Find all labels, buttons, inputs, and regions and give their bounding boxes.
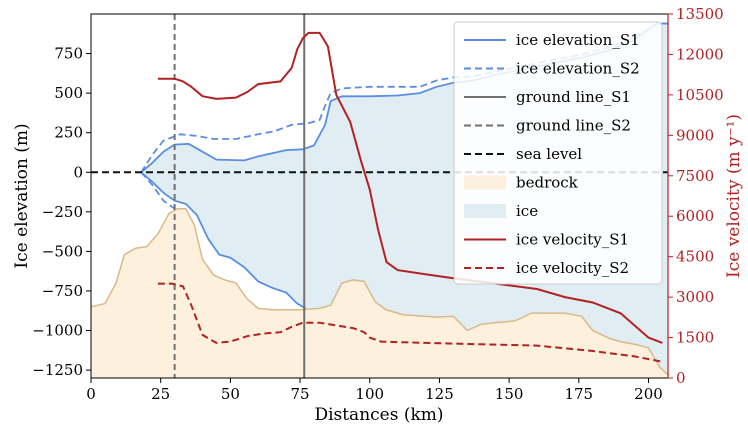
right-y-tick-label: 3000 xyxy=(676,288,714,306)
legend-label-ground-line-s1: ground line_S1 xyxy=(516,88,631,106)
right-y-tick-label: 4500 xyxy=(676,248,714,266)
x-axis-label: Distances (km) xyxy=(314,405,443,425)
legend-label-sea-level: sea level xyxy=(516,145,582,163)
left-y-tick-label: −750 xyxy=(42,282,83,300)
legend-label-ice-elevation-s1: ice elevation_S1 xyxy=(516,31,640,49)
left-y-tick-label: −1250 xyxy=(32,361,83,379)
left-y-tick-label: −500 xyxy=(42,242,83,260)
ice-elevation-s1-base-line xyxy=(140,171,307,310)
left-y-tick-label: −1000 xyxy=(32,322,83,340)
right-y-tick-label: 6000 xyxy=(676,207,714,225)
left-y-tick-label: 0 xyxy=(73,163,83,181)
ice-elevation-s2-base-line xyxy=(140,171,176,210)
right-y-tick-label: 13500 xyxy=(676,5,724,23)
x-tick-label: 125 xyxy=(425,385,454,403)
left-y-tick-label: 250 xyxy=(54,124,83,142)
bedrock-outline xyxy=(91,207,668,376)
ice-velocity-s2-line xyxy=(157,282,663,363)
left-y-axis-label: Ice elevation (m) xyxy=(12,123,32,268)
x-tick-label: 150 xyxy=(495,385,524,403)
x-tick-label: 75 xyxy=(291,385,310,403)
x-tick-label: 175 xyxy=(564,385,593,403)
bedrock-area xyxy=(91,208,668,378)
legend-box xyxy=(453,21,663,285)
right-y-tick-label: 10500 xyxy=(676,86,724,104)
left-y-tick-label: 750 xyxy=(54,45,83,63)
x-tick-label: 100 xyxy=(355,385,384,403)
ice-velocity-s1-line xyxy=(157,31,663,344)
left-y-tick-label: 500 xyxy=(54,84,83,102)
right-y-tick-label: 9000 xyxy=(676,126,714,144)
legend-label-ground-line-s2: ground line_S2 xyxy=(516,117,631,135)
legend-label-ice-velocity-s1: ice velocity_S1 xyxy=(516,231,629,249)
legend-label-bedrock: bedrock xyxy=(516,174,579,192)
legend-swatch-ice xyxy=(464,204,506,218)
legend-label-ice-elevation-s2: ice elevation_S2 xyxy=(516,60,640,78)
legend-label-ice: ice xyxy=(516,202,538,220)
right-y-axis-label: Ice velocity (m y⁻¹) xyxy=(724,114,744,278)
right-y-tick-label: 0 xyxy=(676,369,686,387)
left-y-tick-label: −250 xyxy=(42,203,83,221)
x-tick-label: 0 xyxy=(86,385,96,403)
right-y-tick-label: 12000 xyxy=(676,45,724,63)
legend-label-ice-velocity-s2: ice velocity_S2 xyxy=(516,259,629,277)
right-y-tick-label: 1500 xyxy=(676,329,714,347)
legend-swatch-bedrock xyxy=(464,175,506,190)
x-tick-label: 25 xyxy=(151,385,170,403)
right-y-tick-label: 7500 xyxy=(676,167,714,185)
x-tick-label: 50 xyxy=(221,385,240,403)
x-tick-label: 200 xyxy=(634,385,663,403)
